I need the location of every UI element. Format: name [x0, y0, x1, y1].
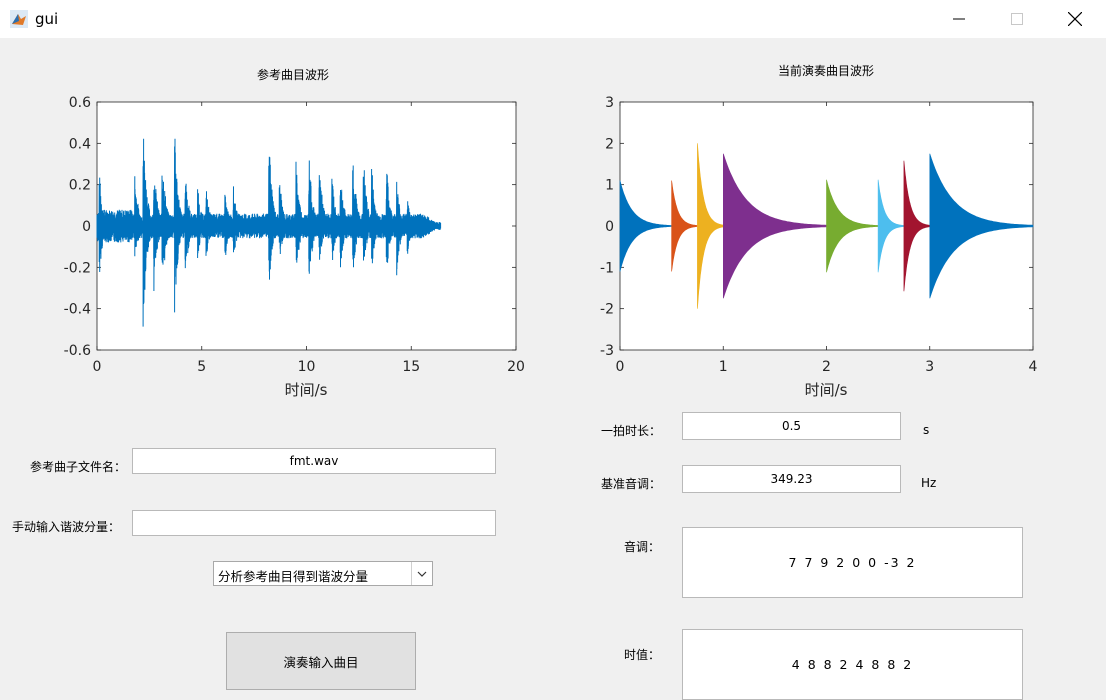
y-tick-label: 1	[605, 178, 614, 194]
ref-file-label: 参考曲子文件名：	[30, 460, 127, 474]
note-envelope-8	[929, 153, 1034, 299]
right-waveform	[619, 143, 1034, 309]
x-tick-label: 10	[298, 359, 316, 375]
right-ticks: 0 1 2 3 4 3 2 1 0 -1 -2 -3	[600, 95, 1038, 375]
duration-textbox[interactable]: 4 8 8 2 4 8 8 2	[682, 629, 1023, 700]
close-icon	[1068, 12, 1082, 26]
right-xlabel: 时间/s	[805, 381, 848, 399]
right-plot-title: 当前演奏曲目波形	[778, 63, 874, 78]
pitch-label: 音调：	[624, 540, 661, 554]
analysis-select-value: 分析参考曲目得到谐波分量	[218, 569, 369, 584]
y-tick-label: -3	[600, 343, 614, 359]
window-title: gui	[35, 10, 59, 28]
y-tick-label: -0.2	[64, 260, 91, 276]
beat-unit: s	[923, 423, 930, 437]
left-ticks: 0 5 10 15 20 0.6 0.4 0.2 0 -0.2 -0.4 -0.6	[64, 95, 525, 375]
y-tick-label: -0.6	[64, 343, 91, 359]
y-tick-label: 3	[605, 95, 614, 111]
y-tick-label: 0.4	[69, 136, 91, 152]
play-button[interactable]: 演奏输入曲目	[226, 632, 416, 690]
y-tick-label: 0	[605, 219, 614, 235]
left-plot-title: 参考曲目波形	[257, 67, 329, 82]
analysis-select[interactable]: 分析参考曲目得到谐波分量	[213, 561, 433, 586]
x-tick-label: 0	[616, 359, 625, 375]
close-button[interactable]	[1046, 0, 1104, 38]
x-tick-label: 5	[197, 359, 206, 375]
y-tick-label: 0.6	[69, 95, 91, 111]
x-tick-label: 1	[719, 359, 728, 375]
minimize-icon	[953, 18, 965, 20]
maximize-icon	[1011, 13, 1023, 25]
x-tick-label: 15	[402, 359, 420, 375]
y-tick-label: -0.4	[64, 302, 91, 318]
pitch-textbox[interactable]: 7 7 9 2 0 0 -3 2	[682, 527, 1023, 598]
harmonics-label: 手动输入谐波分量：	[12, 520, 121, 534]
chevron-down-icon[interactable]	[411, 562, 432, 585]
beat-label: 一拍时长：	[601, 424, 662, 438]
x-tick-label: 4	[1029, 359, 1038, 375]
ref-file-input[interactable]: fmt.wav	[132, 448, 496, 474]
minimize-button[interactable]	[930, 0, 988, 38]
maximize-button[interactable]	[988, 0, 1046, 38]
y-tick-label: 0	[82, 219, 91, 235]
x-tick-label: 0	[93, 359, 102, 375]
duration-label: 时值：	[624, 648, 661, 662]
base-pitch-unit: Hz	[921, 476, 937, 490]
x-tick-label: 3	[925, 359, 934, 375]
beat-input[interactable]: 0.5	[682, 412, 901, 440]
y-tick-label: -2	[600, 302, 614, 318]
y-tick-label: 2	[605, 136, 614, 152]
left-xlabel: 时间/s	[285, 381, 328, 399]
x-tick-label: 20	[507, 359, 525, 375]
base-pitch-label: 基准音调：	[601, 477, 662, 491]
title-bar: gui	[0, 0, 1106, 38]
base-pitch-input[interactable]: 349.23	[682, 465, 901, 493]
right-axes: 当前演奏曲目波形 时间/s 0 1 2 3 4 3 2 1 0 -1 -2 -3	[600, 63, 1038, 399]
left-axes: 参考曲目波形 时间/s 0 5 10 15 20 0.6 0.4 0.2 0 -0.2 -0.4 -0…	[64, 67, 525, 399]
harmonics-input[interactable]	[132, 510, 496, 536]
left-waveform	[96, 138, 442, 327]
waveform-line	[96, 138, 442, 327]
y-tick-label: 0.2	[69, 178, 91, 194]
x-tick-label: 2	[822, 359, 831, 375]
y-tick-label: -1	[600, 260, 614, 276]
matlab-icon	[10, 10, 28, 28]
